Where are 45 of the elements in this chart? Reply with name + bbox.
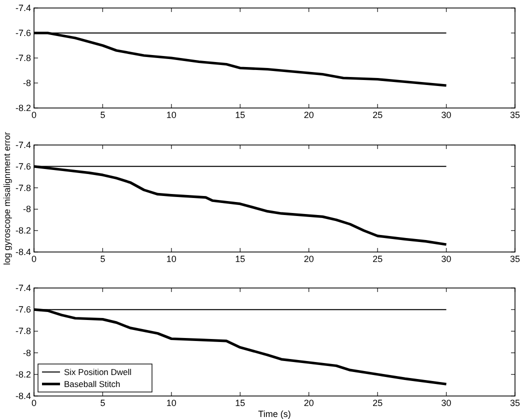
x-tick-label: 30 xyxy=(441,398,452,408)
x-tick-label: 5 xyxy=(100,110,106,120)
x-axis-title: Time (s) xyxy=(258,409,291,419)
x-tick-label: 10 xyxy=(166,254,176,264)
x-tick-label: 25 xyxy=(372,254,383,264)
y-tick-label: -8 xyxy=(22,348,31,358)
x-tick-label: 15 xyxy=(235,254,246,264)
y-tick-label: -8.4 xyxy=(15,247,31,257)
legend-label: Six Position Dwell xyxy=(64,367,132,377)
x-tick-label: 20 xyxy=(304,110,314,120)
y-tick-label: -7.6 xyxy=(15,28,31,38)
x-tick-label: 25 xyxy=(372,110,383,120)
y-axis-title: log gyroscope misalignment error xyxy=(2,132,12,266)
y-tick-label: -7.6 xyxy=(15,304,31,315)
x-tick-label: 0 xyxy=(31,398,37,408)
y-tick-label: -7.4 xyxy=(15,3,31,13)
x-tick-label: 15 xyxy=(235,398,246,408)
x-tick-label: 30 xyxy=(441,254,452,264)
x-tick-label: 35 xyxy=(510,398,520,408)
x-tick-label: 10 xyxy=(166,110,176,120)
x-tick-label: 25 xyxy=(372,398,383,408)
y-tick-label: -8.2 xyxy=(15,103,31,113)
x-tick-label: 0 xyxy=(31,254,37,264)
x-tick-label: 30 xyxy=(441,110,452,120)
x-tick-label: 35 xyxy=(510,254,520,264)
x-tick-label: 0 xyxy=(31,110,37,120)
y-tick-label: -7.6 xyxy=(15,161,31,172)
x-tick-label: 5 xyxy=(100,398,106,408)
y-tick-label: -7.8 xyxy=(15,53,31,63)
x-tick-label: 10 xyxy=(166,398,176,408)
x-tick-label: 15 xyxy=(235,110,246,120)
y-tick-label: -7.8 xyxy=(15,182,31,193)
y-tick-label: -8 xyxy=(22,204,31,214)
y-tick-label: -7.8 xyxy=(15,326,31,336)
legend-label: Baseball Stitch xyxy=(64,379,120,389)
x-tick-label: 20 xyxy=(304,254,314,264)
y-tick-label: -8 xyxy=(22,78,31,88)
x-tick-label: 5 xyxy=(100,254,106,264)
x-tick-label: 35 xyxy=(510,110,520,120)
y-tick-label: -8.2 xyxy=(15,226,31,236)
y-tick-label: -8.2 xyxy=(15,369,31,380)
y-tick-label: -7.4 xyxy=(15,283,31,293)
y-tick-label: -8.4 xyxy=(15,391,31,401)
y-tick-label: -7.4 xyxy=(15,140,31,150)
x-tick-label: 20 xyxy=(304,398,314,408)
